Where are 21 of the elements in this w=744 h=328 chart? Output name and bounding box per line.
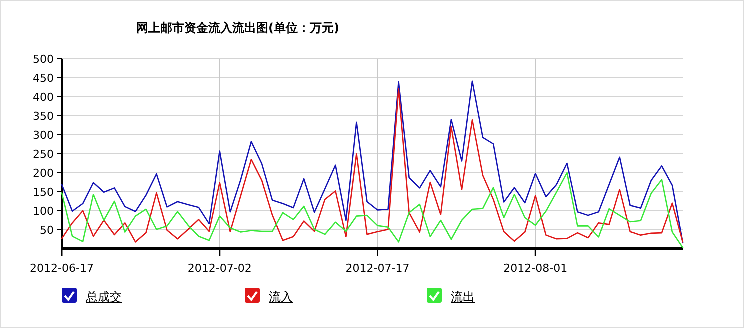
y-tick-label: 300 [33,129,54,142]
x-tick-label: 2012-07-02 [188,262,252,275]
legend-label: 流出 [451,290,475,304]
legend-label: 流入 [269,290,293,304]
legend-item: 流出 [427,288,475,304]
y-tick-label: 50 [40,224,54,237]
y-tick-label: 450 [33,72,54,85]
chart-title: 网上邮市资金流入流出图(单位：万元) [136,21,340,35]
y-tick-label: 500 [33,53,54,66]
y-tick-label: 200 [33,167,54,180]
legend-item: 流入 [245,288,293,304]
legend-item: 总成交 [62,288,122,304]
y-tick-label: 100 [33,205,54,218]
x-tick-label: 2012-08-01 [504,262,568,275]
x-tick-label: 2012-07-17 [346,262,410,275]
y-tick-label: 250 [33,148,54,161]
legend-label: 总成交 [85,290,122,304]
x-tick-label: 2012-06-17 [30,262,94,275]
y-tick-label: 350 [33,110,54,123]
y-tick-label: 400 [33,91,54,104]
y-tick-label: 150 [33,186,54,199]
